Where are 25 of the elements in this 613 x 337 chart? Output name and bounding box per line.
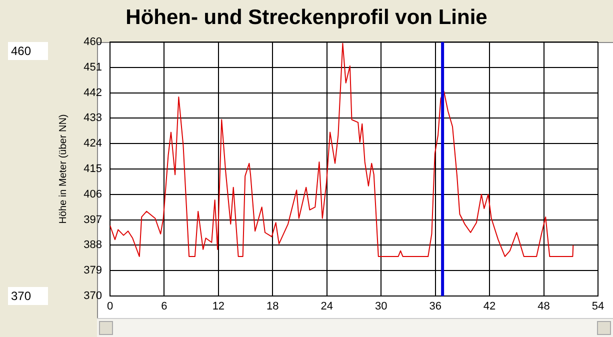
x-tick-label: 36: [429, 300, 442, 313]
y-tick-label: 433: [84, 112, 102, 124]
y-axis-title: Höhe in Meter (über NN): [58, 114, 69, 224]
chart-title: Höhen- und Streckenprofil von Linie: [124, 6, 488, 30]
y-tick-label: 406: [84, 188, 102, 200]
x-tick-label: 0: [106, 300, 114, 313]
text: 460: [8, 42, 48, 60]
x-tick-label: 24: [320, 300, 334, 313]
y-tick-label: 388: [84, 239, 102, 252]
text: 370: [8, 287, 48, 305]
x-tick-label: 6: [161, 300, 168, 313]
x-tick-label: 12: [212, 300, 225, 313]
x-tick-label: 18: [266, 300, 279, 313]
x-tick-label: 54: [592, 300, 604, 313]
y-tick-label: 424: [84, 138, 102, 150]
x-tick-label: 30: [374, 300, 388, 313]
y-tick-label: 397: [84, 214, 102, 226]
y-tick-label: 415: [84, 163, 102, 176]
y-tick-label: 379: [84, 264, 102, 277]
x-tick-label: 42: [483, 300, 496, 313]
y-tick-label: 370: [84, 290, 102, 302]
x-tick-label: 48: [538, 300, 550, 313]
y-tick-label: 451: [84, 61, 102, 74]
y-tick-label: 460: [84, 36, 102, 48]
y-tick-label: 442: [84, 86, 102, 99]
